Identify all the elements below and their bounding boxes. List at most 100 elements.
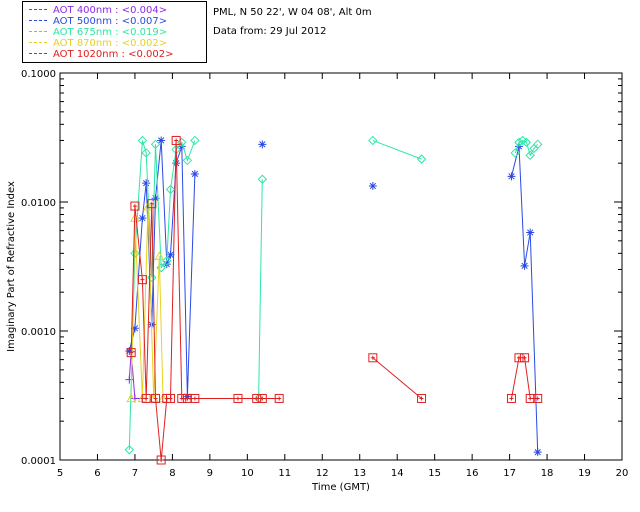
data-point-aot-675nm <box>416 154 427 164</box>
date-info: Data from: 29 Jul 2012 <box>213 26 327 37</box>
series-line-aot-675nm <box>372 140 422 160</box>
series-line-aot-1020nm <box>511 357 538 399</box>
data-point-aot-1020nm <box>520 353 530 363</box>
data-point-aot-1020nm <box>368 353 378 363</box>
data-point-aot-1020nm-inner <box>129 350 134 355</box>
legend-label-500nm: AOT 500nm : <0.007> <box>53 16 168 27</box>
data-point-aot-675nm <box>514 137 524 148</box>
data-point-aot-675nm <box>532 139 543 150</box>
y-tick-label: 0.0010 <box>21 327 56 338</box>
legend-label-1020nm: AOT 1020nm : <0.002> <box>53 49 174 60</box>
x-tick-label: 20 <box>616 468 629 479</box>
data-point-aot-1020nm <box>130 201 140 211</box>
data-point-aot-1020nm <box>151 393 161 403</box>
data-point-aot-1020nm <box>190 393 200 403</box>
data-point-aot-675nm <box>177 137 187 148</box>
x-tick-label: 9 <box>207 468 213 479</box>
data-point-aot-675nm <box>257 174 268 184</box>
data-point-aot-1020nm <box>166 393 176 403</box>
x-tick-label: 15 <box>428 468 441 479</box>
data-point-aot-675nm <box>130 248 140 259</box>
data-point-aot-1020nm-inner <box>419 396 424 401</box>
x-tick-label: 19 <box>578 468 591 479</box>
legend-label-870nm: AOT 870nm : <0.002> <box>53 38 168 49</box>
data-point-aot-870nm <box>143 201 153 211</box>
y-tick-label: 0.0100 <box>21 198 56 209</box>
data-point-aot-1020nm-inner <box>370 355 375 360</box>
data-point-aot-1020nm-inner <box>509 396 514 401</box>
y-tick-label: 0.1000 <box>21 69 56 80</box>
x-tick-label: 7 <box>132 468 138 479</box>
x-tick-label: 12 <box>316 468 329 479</box>
x-tick-label: 17 <box>503 468 516 479</box>
data-point-aot-1020nm-inner <box>140 277 145 282</box>
data-point-aot-500nm <box>138 214 147 223</box>
data-point-aot-675nm <box>141 148 151 158</box>
x-tick-label: 14 <box>391 468 404 479</box>
data-point-aot-500nm <box>507 172 516 181</box>
data-point-aot-500nm <box>526 228 535 237</box>
x-tick-label: 13 <box>353 468 366 479</box>
data-point-aot-1020nm <box>417 393 427 403</box>
legend-swatch-870nm <box>29 41 47 43</box>
data-point-aot-1020nm <box>137 275 147 285</box>
series-line-aot-1020nm <box>130 140 280 461</box>
data-point-aot-675nm <box>162 256 172 266</box>
data-point-aot-1020nm-inner <box>522 355 527 360</box>
data-point-aot-1020nm <box>525 393 535 403</box>
data-point-aot-500nm <box>166 250 175 259</box>
x-tick-label: 11 <box>278 468 291 479</box>
data-point-aot-1020nm-inner <box>528 396 533 401</box>
data-point-aot-870nm <box>126 393 137 403</box>
data-point-aot-1020nm-inner <box>144 396 149 401</box>
data-point-aot-675nm <box>190 135 200 146</box>
data-point-aot-1020nm <box>257 393 267 403</box>
data-point-aot-1020nm <box>171 135 181 145</box>
data-point-aot-675nm <box>525 150 535 161</box>
data-point-aot-1020nm-inner <box>149 201 154 206</box>
data-point-aot-1020nm-inner <box>185 396 190 401</box>
data-point-aot-500nm <box>157 136 166 145</box>
legend-label-400nm: AOT 400nm : <0.004> <box>53 5 168 16</box>
data-point-aot-675nm <box>521 137 532 148</box>
legend-item-500nm: AOT 500nm : <0.007> <box>29 16 167 28</box>
legend-item-870nm: AOT 870nm : <0.002> <box>29 38 167 50</box>
series-line-aot-675nm <box>514 139 539 157</box>
data-point-aot-1020nm <box>533 393 543 403</box>
x-tick-label: 5 <box>57 468 63 479</box>
data-point-aot-870nm <box>154 251 165 260</box>
data-point-aot-500nm <box>190 169 199 178</box>
legend-swatch-1020nm <box>29 52 47 54</box>
y-axis-label: Imaginary Part of Refractive Index <box>6 181 17 352</box>
x-tick-label: 10 <box>241 468 254 479</box>
data-point-aot-1020nm <box>126 348 136 358</box>
data-point-aot-675nm <box>165 184 176 195</box>
data-point-aot-1020nm <box>182 393 192 403</box>
data-point-aot-675nm <box>510 148 520 158</box>
data-point-aot-675nm <box>368 135 378 146</box>
series-line-aot-500nm <box>511 146 539 453</box>
legend-item-400nm: AOT 400nm : <0.004> <box>29 5 167 17</box>
data-point-aot-1020nm-inner <box>260 396 265 401</box>
data-point-aot-500nm <box>125 346 134 355</box>
series-line-aot-675nm <box>258 179 263 399</box>
data-point-aot-675nm <box>182 155 193 166</box>
data-point-aot-1020nm-inner <box>235 396 240 401</box>
data-point-aot-500nm <box>368 182 377 191</box>
series-line-aot-1020nm <box>372 357 422 399</box>
data-point-aot-1020nm-inner <box>159 458 164 462</box>
x-tick-label: 8 <box>169 468 175 479</box>
x-tick-label: 18 <box>541 468 554 479</box>
data-point-aot-500nm <box>142 179 151 188</box>
data-point-aot-1020nm-inner <box>153 396 158 401</box>
x-tick-label: 16 <box>466 468 479 479</box>
data-point-aot-675nm <box>137 135 148 146</box>
data-point-aot-1020nm <box>274 393 284 403</box>
legend-item-675nm: AOT 675nm : <0.019> <box>29 27 167 39</box>
data-point-aot-1020nm <box>506 393 516 403</box>
legend-swatch-400nm <box>29 8 47 10</box>
data-point-aot-1020nm <box>233 393 243 403</box>
data-point-aot-675nm <box>150 139 161 150</box>
